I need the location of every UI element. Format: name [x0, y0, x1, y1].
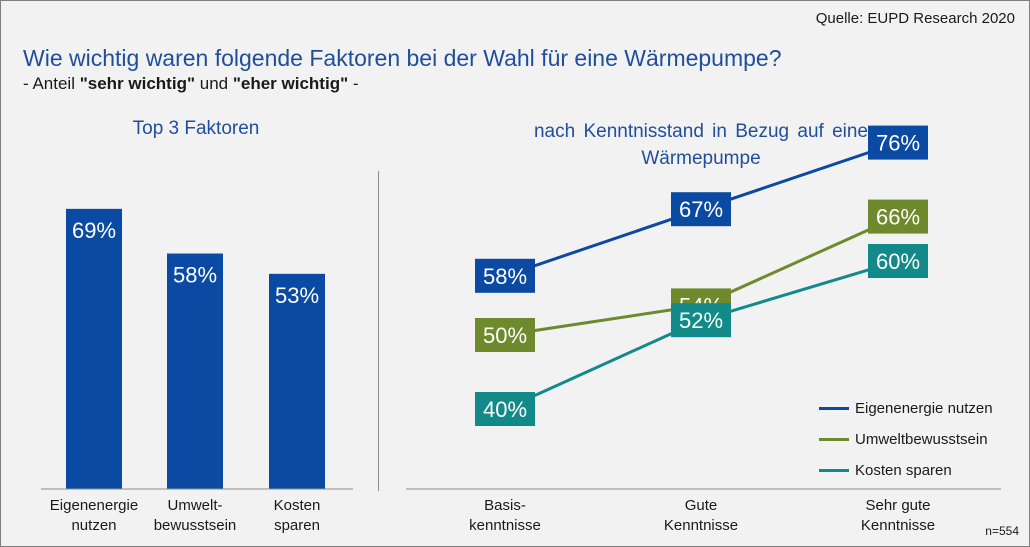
line-category-label-0-1: kenntnisse: [469, 517, 541, 534]
data-label-box-0-2: [868, 125, 928, 160]
subtitle-bold-2: "eher wichtig": [232, 74, 349, 93]
data-label-box-0-0: [475, 258, 535, 293]
data-label-2-2: 60%: [876, 249, 920, 274]
legend-label-1: Umweltbewusstsein: [855, 431, 988, 448]
panel-divider: [378, 171, 379, 491]
chart-subtitle: - Anteil "sehr wichtig" und "eher wichti…: [23, 74, 359, 94]
line-category-label-2-1: Kenntnisse: [861, 517, 935, 534]
data-label-box-2-1: [671, 303, 731, 338]
legend-item-0: Eigenenergie nutzen: [819, 393, 993, 424]
bar-category-label-2-0: Kosten: [274, 497, 321, 514]
bar-category-label-2-1: sparen: [274, 517, 320, 534]
data-label-0-0: 58%: [483, 264, 527, 289]
bar-category-label-0-1: nutzen: [71, 517, 116, 534]
legend-swatch-0: [819, 407, 849, 410]
line-category-label-0-0: Basis-: [484, 497, 526, 514]
bar-value-label-2: 53%: [275, 283, 319, 308]
legend-label-2: Kosten sparen: [855, 462, 952, 479]
line-category-label-1-0: Gute: [685, 497, 718, 514]
data-label-box-2-0: [475, 392, 535, 426]
legend-swatch-1: [819, 438, 849, 441]
line-category-label-2-0: Sehr gute: [865, 497, 930, 514]
subtitle-suffix: -: [348, 74, 359, 93]
sample-size-label: n=554: [985, 524, 1019, 538]
subtitle-mid: und: [195, 74, 233, 93]
legend-item-1: Umweltbewusstsein: [819, 424, 993, 455]
bar-category-label-0-0: Eigenenergie: [50, 497, 138, 514]
legend: Eigenenergie nutzen Umweltbewusstsein Kost…: [819, 393, 993, 486]
bar-chart-title: Top 3 Faktoren: [132, 118, 260, 139]
bar-value-label-0: 69%: [72, 218, 116, 243]
line-category-label-1-1: Kenntnisse: [664, 517, 738, 534]
bar-2: [269, 273, 325, 489]
legend-item-2: Kosten sparen: [819, 455, 993, 486]
bar-category-label-1-1: bewusstsein: [154, 517, 237, 534]
source-label: Quelle: EUPD Research 2020: [815, 10, 1015, 27]
line-chart-title: nach Kenntnisstand in Bezug auf eine Wär…: [533, 121, 868, 169]
data-label-1-2: 66%: [876, 205, 920, 230]
data-label-box-0-1: [671, 192, 731, 227]
bar-category-label-1-0: Umwelt-: [168, 497, 223, 514]
data-label-box-2-2: [868, 244, 928, 278]
subtitle-bold-1: "sehr wichtig": [79, 74, 196, 93]
data-label-2-1: 52%: [679, 308, 723, 333]
data-label-0-2: 76%: [876, 131, 920, 156]
data-label-1-0: 50%: [483, 323, 527, 348]
bar-1: [167, 253, 223, 489]
bar-value-label-1: 58%: [173, 263, 217, 288]
legend-label-0: Eigenenergie nutzen: [855, 400, 993, 417]
data-label-2-0: 40%: [483, 397, 527, 422]
bar-0: [66, 208, 122, 490]
data-label-0-1: 67%: [679, 197, 723, 222]
legend-swatch-2: [819, 469, 849, 472]
data-label-box-1-2: [868, 199, 928, 234]
subtitle-prefix: - Anteil: [23, 74, 80, 93]
data-label-box-1-0: [475, 318, 535, 352]
chart-title: Wie wichtig waren folgende Faktoren bei …: [23, 45, 782, 71]
